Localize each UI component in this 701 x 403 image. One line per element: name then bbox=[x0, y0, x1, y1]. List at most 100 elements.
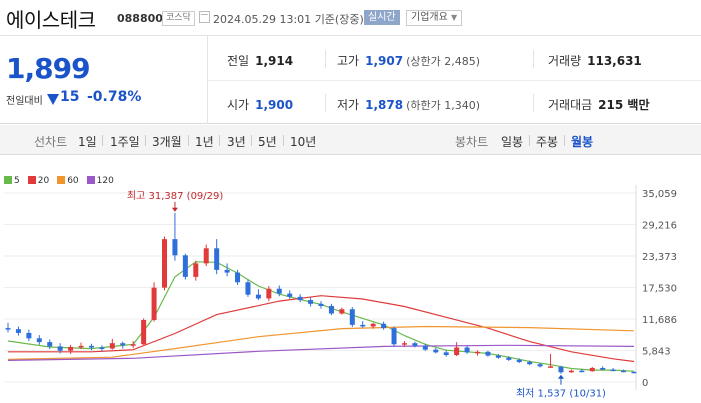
candle-body bbox=[109, 343, 115, 349]
high-annotation: 최고 31,387 (09/29) bbox=[127, 190, 223, 202]
open-value: 1,900 bbox=[255, 98, 294, 112]
company-info-label: 기업개요 bbox=[411, 12, 448, 23]
candle-body bbox=[88, 345, 94, 348]
candle-body bbox=[610, 369, 616, 372]
high-value: 1,907 bbox=[365, 54, 404, 68]
candle-body bbox=[631, 371, 637, 374]
change-percent: -0.78% bbox=[87, 89, 142, 105]
amount-value: 215 백만 bbox=[598, 98, 650, 112]
period-1y[interactable]: 1년 bbox=[195, 135, 214, 149]
period-10y[interactable]: 10년 bbox=[290, 135, 317, 149]
candle-body bbox=[68, 346, 74, 351]
legend-item: 60 bbox=[57, 176, 79, 186]
candle-body bbox=[443, 352, 449, 356]
legend-item: 120 bbox=[86, 176, 114, 186]
realtime-button[interactable]: 실시간 bbox=[364, 10, 400, 25]
candle-body bbox=[172, 239, 178, 256]
candle-body bbox=[537, 364, 543, 367]
price-chart[interactable]: 35,059 29,216 23,373 17,530 11,686 5,843 0 최고 3… bbox=[0, 155, 701, 403]
candle-body bbox=[370, 323, 376, 327]
ma-line-60 bbox=[7, 325, 635, 360]
volume-cell: 거래량 113,631 bbox=[548, 52, 642, 69]
candle-body bbox=[548, 366, 554, 368]
legend-swatch bbox=[27, 176, 36, 184]
candle-body bbox=[328, 305, 334, 314]
candle-body bbox=[579, 370, 585, 373]
candle-body bbox=[297, 296, 303, 301]
prev-close-label: 전일 bbox=[227, 54, 250, 68]
amount-cell: 거래대금 215 백만 bbox=[548, 96, 649, 113]
candle-body bbox=[130, 344, 136, 346]
candle-body bbox=[57, 346, 63, 351]
divider bbox=[533, 94, 534, 112]
period-toolbar: 선차트 1일 1주일 3개월 1년 3년 5년 10년 봉차트 일봉 주봉 월봉 bbox=[0, 125, 701, 155]
candle-body bbox=[141, 320, 147, 345]
candle-body bbox=[339, 309, 345, 314]
y-tick-label: 11,686 bbox=[642, 315, 677, 326]
candle-body bbox=[485, 351, 491, 356]
prev-close-value: 1,914 bbox=[255, 54, 294, 68]
basis-text: 기준(장중) bbox=[314, 13, 364, 26]
candle-monthly[interactable]: 월봉 bbox=[571, 135, 594, 149]
calendar-icon bbox=[199, 11, 210, 23]
low-arrow-head bbox=[557, 374, 564, 379]
y-tick-label: 5,843 bbox=[642, 347, 671, 358]
candle-body bbox=[454, 347, 460, 356]
stock-name: 에이스테크 bbox=[6, 8, 96, 32]
candle-body bbox=[516, 359, 522, 363]
lower-limit: (하한가 1,340) bbox=[406, 99, 480, 112]
candle-daily[interactable]: 일봉 bbox=[501, 135, 524, 149]
candle-body bbox=[433, 349, 439, 353]
y-tick-label: 17,530 bbox=[642, 283, 677, 294]
candle-body bbox=[266, 288, 272, 299]
legend-swatch bbox=[86, 176, 95, 184]
divider bbox=[145, 135, 146, 146]
period-3m[interactable]: 3개월 bbox=[152, 135, 182, 149]
period-1d[interactable]: 1일 bbox=[78, 135, 97, 149]
divider bbox=[102, 135, 103, 146]
candle-body bbox=[600, 367, 606, 370]
legend-swatch bbox=[57, 176, 66, 184]
divider bbox=[564, 135, 565, 146]
candle-body bbox=[5, 328, 11, 330]
legend-label: 120 bbox=[96, 176, 114, 186]
company-info-dropdown[interactable]: 기업개요 ▼ bbox=[406, 10, 463, 26]
candle-body bbox=[120, 343, 126, 346]
amount-label: 거래대금 bbox=[548, 98, 593, 112]
candle-body bbox=[349, 309, 355, 325]
candle-weekly[interactable]: 주봉 bbox=[536, 135, 559, 149]
candle-body bbox=[235, 272, 241, 283]
period-3y[interactable]: 3년 bbox=[227, 135, 246, 149]
legend-label: 20 bbox=[37, 176, 50, 186]
y-tick-label: 35,059 bbox=[642, 189, 677, 200]
period-5y[interactable]: 5년 bbox=[258, 135, 277, 149]
divider bbox=[325, 50, 326, 68]
candle-body bbox=[360, 324, 366, 327]
chevron-down-icon: ▼ bbox=[451, 13, 458, 22]
high-arrow-head bbox=[171, 207, 178, 212]
stock-header: 에이스테크 088800 코스닥 2024.05.29 13:01 기준(장중)… bbox=[0, 0, 701, 36]
candle-body bbox=[391, 328, 397, 345]
candle-body bbox=[568, 370, 574, 373]
candle-body bbox=[401, 343, 407, 345]
datetime-text: 2024.05.29 13:01 bbox=[213, 13, 312, 26]
divider bbox=[251, 135, 252, 146]
candle-body bbox=[621, 370, 627, 373]
candle-body bbox=[308, 300, 314, 304]
price-summary: 1,899 전일대비 15 -0.78% 전일 1,914 시가 1,900 고가 1… bbox=[0, 36, 701, 124]
candle-body bbox=[287, 293, 293, 297]
high-label: 고가 bbox=[337, 54, 360, 68]
y-tick-label: 29,216 bbox=[642, 220, 677, 231]
period-1w[interactable]: 1주일 bbox=[110, 135, 140, 149]
candle-body bbox=[214, 248, 220, 270]
candle-body bbox=[182, 255, 188, 277]
divider bbox=[325, 94, 326, 112]
candle-body bbox=[78, 345, 84, 348]
candle-body bbox=[464, 347, 470, 353]
stock-code: 088800 bbox=[117, 12, 163, 25]
open-label: 시가 bbox=[227, 98, 250, 112]
candle-body bbox=[255, 294, 261, 299]
legend-swatch bbox=[4, 176, 12, 184]
ma-line-20 bbox=[8, 295, 635, 363]
volume-value: 113,631 bbox=[587, 54, 642, 68]
